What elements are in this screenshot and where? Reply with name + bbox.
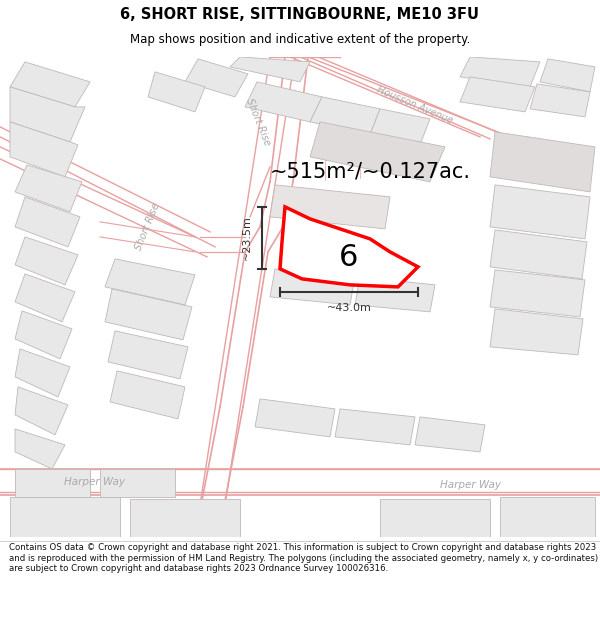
Polygon shape xyxy=(490,309,583,355)
Text: ~23.5m: ~23.5m xyxy=(242,216,252,260)
Text: Harper Way: Harper Way xyxy=(439,480,500,490)
Polygon shape xyxy=(10,87,85,142)
Polygon shape xyxy=(460,77,535,112)
Polygon shape xyxy=(15,387,68,435)
Text: ~43.0m: ~43.0m xyxy=(326,303,371,313)
Polygon shape xyxy=(380,499,490,537)
Text: ~515m²/~0.127ac.: ~515m²/~0.127ac. xyxy=(269,162,470,182)
Polygon shape xyxy=(490,132,595,192)
Polygon shape xyxy=(415,417,485,452)
Polygon shape xyxy=(490,185,590,239)
Polygon shape xyxy=(355,277,435,312)
Polygon shape xyxy=(530,84,590,117)
Polygon shape xyxy=(270,185,390,229)
Polygon shape xyxy=(110,371,185,419)
Polygon shape xyxy=(15,349,70,397)
Polygon shape xyxy=(245,82,322,122)
Polygon shape xyxy=(310,97,380,135)
Polygon shape xyxy=(100,469,175,497)
Text: Short Rise: Short Rise xyxy=(134,202,162,252)
Polygon shape xyxy=(460,57,540,87)
Text: 6: 6 xyxy=(339,242,358,272)
Polygon shape xyxy=(230,57,310,82)
Polygon shape xyxy=(15,274,75,322)
Polygon shape xyxy=(10,62,90,107)
Polygon shape xyxy=(15,237,78,285)
Polygon shape xyxy=(255,399,335,437)
Text: Contains OS data © Crown copyright and database right 2021. This information is : Contains OS data © Crown copyright and d… xyxy=(9,543,598,573)
Polygon shape xyxy=(15,165,82,212)
Text: Harper Way: Harper Way xyxy=(65,477,125,487)
Polygon shape xyxy=(105,259,195,305)
Polygon shape xyxy=(10,122,78,177)
Polygon shape xyxy=(15,197,80,247)
Polygon shape xyxy=(500,497,595,537)
Polygon shape xyxy=(540,59,595,92)
Polygon shape xyxy=(490,230,587,279)
Polygon shape xyxy=(15,429,65,469)
Polygon shape xyxy=(15,469,90,497)
Polygon shape xyxy=(335,409,415,445)
Polygon shape xyxy=(148,72,205,112)
Polygon shape xyxy=(490,270,585,317)
Text: Map shows position and indicative extent of the property.: Map shows position and indicative extent… xyxy=(130,33,470,46)
Text: Short Rise: Short Rise xyxy=(244,97,272,147)
Polygon shape xyxy=(15,311,72,359)
Text: Housson Avenue: Housson Avenue xyxy=(376,84,455,126)
Polygon shape xyxy=(130,499,240,537)
Polygon shape xyxy=(108,331,188,379)
Polygon shape xyxy=(10,497,120,537)
Polygon shape xyxy=(310,122,445,182)
Polygon shape xyxy=(280,207,418,287)
Polygon shape xyxy=(185,59,248,97)
Polygon shape xyxy=(270,269,355,305)
Polygon shape xyxy=(105,289,192,340)
Polygon shape xyxy=(370,109,430,145)
Text: 6, SHORT RISE, SITTINGBOURNE, ME10 3FU: 6, SHORT RISE, SITTINGBOURNE, ME10 3FU xyxy=(121,8,479,22)
